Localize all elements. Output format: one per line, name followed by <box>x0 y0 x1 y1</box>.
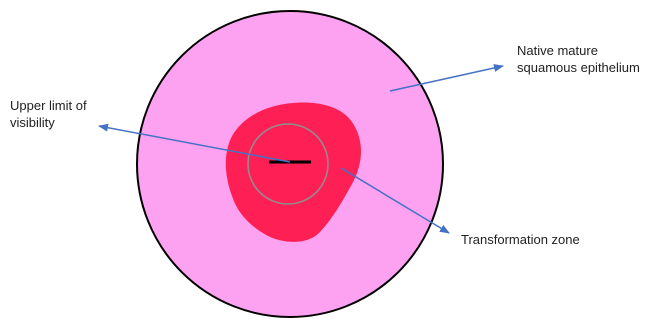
label-native-mature-epithelium: Native mature squamous epithelium <box>517 42 640 76</box>
label-transformation-zone: Transformation zone <box>461 231 580 248</box>
arrow-native-epithelium <box>389 64 504 92</box>
label-native-line2: squamous epithelium <box>517 60 640 75</box>
transformation-zone-area <box>225 102 362 242</box>
visibility-limit-circle <box>247 123 329 205</box>
label-upper-line1: Upper limit of <box>10 98 87 113</box>
arrow-transformation-zone <box>340 167 450 234</box>
label-tz-line1: Transformation zone <box>461 232 580 247</box>
label-upper-limit-visibility: Upper limit of visibility <box>10 97 87 131</box>
arrow-upper-limit <box>98 123 291 163</box>
label-native-line1: Native mature <box>517 43 598 58</box>
label-upper-line2: visibility <box>10 115 55 130</box>
